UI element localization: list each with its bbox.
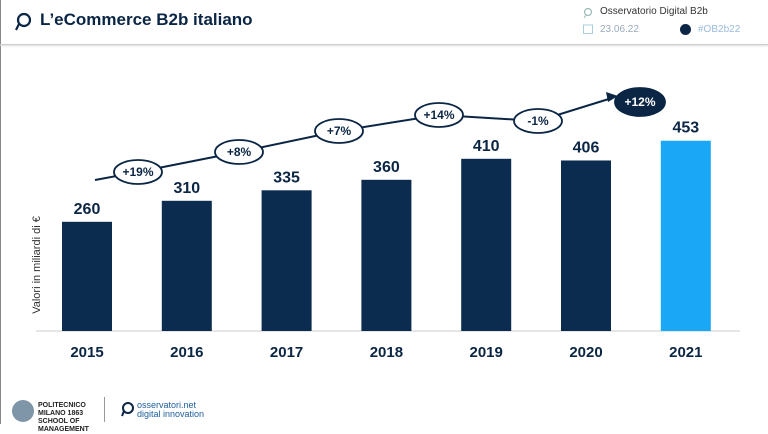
- data-label-2017: 335: [273, 169, 300, 186]
- data-label-2018: 360: [373, 159, 400, 176]
- tick-label-2019: 2019: [470, 344, 503, 361]
- growth-bubble: [414, 102, 464, 128]
- bar-2021: [660, 140, 711, 331]
- date: 23.06.22: [600, 24, 639, 35]
- twitter-icon: [680, 24, 691, 35]
- bar-2020: [561, 160, 611, 331]
- data-label-2019: 410: [473, 138, 500, 155]
- growth-label: +14%: [423, 108, 454, 122]
- bar-2019: [461, 158, 512, 331]
- slide-edge: [0, 0, 1, 424]
- tick-label-2020: 2020: [569, 344, 602, 361]
- search-icon: [583, 7, 593, 19]
- hashtag: #OB2b22: [698, 24, 741, 35]
- growth-bubble: [214, 139, 264, 165]
- data-label-2015: 260: [74, 201, 101, 218]
- data-label-2016: 310: [173, 180, 200, 197]
- growth-label: -1%: [527, 114, 549, 128]
- osservatori-footer-icon: [121, 402, 134, 417]
- tick-label-2015: 2015: [70, 344, 103, 361]
- y-axis-label: Valori in miliardi di €: [31, 216, 43, 314]
- growth-label: +19%: [122, 165, 153, 179]
- bar-2017: [261, 190, 312, 331]
- tick-label-2021: 2021: [669, 344, 702, 361]
- growth-bubble: [513, 108, 563, 134]
- politecnico-logo-text: POLITECNICO MILANO 1863 SCHOOL OF MANAGE…: [38, 402, 89, 433]
- data-label-2021: 453: [672, 120, 699, 137]
- politecnico-seal-logo: [12, 400, 34, 422]
- growth-bubble: [314, 118, 364, 144]
- bar-2016: [161, 200, 212, 331]
- growth-label: +7%: [327, 124, 352, 138]
- observatory-name: Osservatorio Digital B2b: [600, 6, 708, 17]
- osservatori-logo-text: osservatori.net digital innovation: [137, 400, 205, 419]
- osservatori-logo-icon: [15, 12, 32, 31]
- growth-label: +12%: [624, 95, 655, 109]
- tick-label-2018: 2018: [370, 344, 403, 361]
- calendar-icon: [583, 24, 593, 34]
- bar-chart: Valori in miliardi di € 260 2015 310 2016 335…: [31, 87, 740, 361]
- footer-divider: [104, 397, 105, 422]
- data-label-2020: 406: [573, 139, 600, 156]
- header: L’eCommerce B2b italiano Osservatorio Di…: [0, 0, 768, 45]
- tick-label-2017: 2017: [270, 344, 303, 361]
- arrow-head-icon: [606, 92, 618, 102]
- tick-label-2016: 2016: [170, 344, 203, 361]
- growth-label: +8%: [227, 145, 252, 159]
- growth-bubble: [614, 87, 666, 117]
- growth-bubble: [113, 159, 163, 185]
- page-title: L’eCommerce B2b italiano: [40, 10, 253, 29]
- bar-2018: [361, 179, 412, 331]
- bar-2015: [62, 221, 112, 331]
